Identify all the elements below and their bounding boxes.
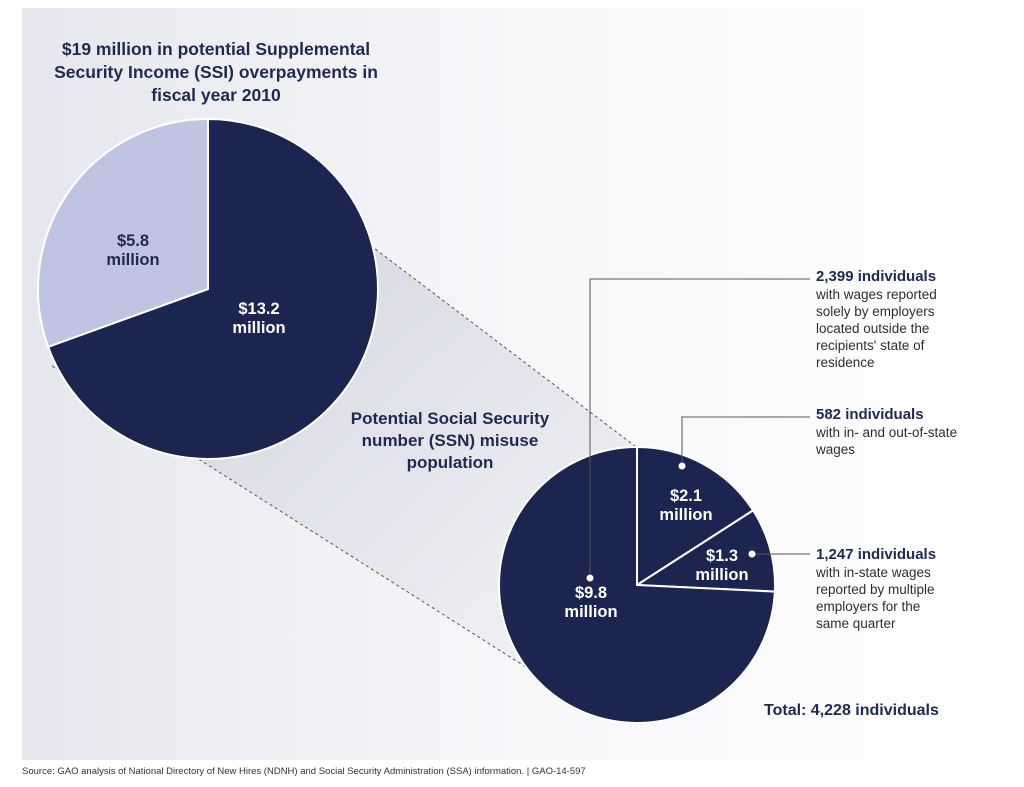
slice-label-1-3: $1.3 million xyxy=(677,547,767,585)
annotation-1247: 1,247 individuals with in-state wages re… xyxy=(816,546,996,632)
pie-ssn-misuse xyxy=(498,445,776,724)
slice-label-unit: million xyxy=(106,251,160,269)
slice-label-2-1: $2.1 million xyxy=(641,487,731,525)
leader-dot-582 xyxy=(678,462,686,470)
annotation-line: reported by multiple xyxy=(816,582,935,597)
annotation-head: 2,399 individuals xyxy=(816,268,937,285)
slice-label-value: $5.8 xyxy=(116,232,150,250)
annotation-line: wages xyxy=(816,442,856,457)
annotation-line: with in-state wages xyxy=(816,565,931,580)
annotation-582: 582 individuals with in- and out-of-stat… xyxy=(816,406,996,458)
annotation-line: recipients' state of xyxy=(816,338,925,353)
slice-label-5-8: $5.8 million xyxy=(88,232,178,270)
slice-label-unit: million xyxy=(659,506,713,524)
slice-label-unit: million xyxy=(564,603,618,621)
chart-title: $19 million in potential Supplemental Se… xyxy=(54,39,378,105)
pie-slice-1-3 xyxy=(633,509,776,593)
slice-label-13-2: $13.2 million xyxy=(214,300,304,338)
slice-label-value: $2.1 xyxy=(669,487,703,505)
slice-label-unit: million xyxy=(232,319,286,337)
leader-dot-2399 xyxy=(586,574,594,582)
annotation-line: employers for the xyxy=(816,599,921,614)
slice-label-value: $13.2 xyxy=(238,300,280,318)
chart-subtitle: Potential Social Security number (SSN) m… xyxy=(350,409,550,472)
source-note: Source: GAO analysis of National Directo… xyxy=(22,766,586,777)
pie-slice-2-1 xyxy=(636,445,755,587)
annotation-line: with wages reported xyxy=(816,287,937,302)
annotation-line: with in- and out-of-state xyxy=(816,425,958,440)
leader-dot-1247 xyxy=(748,550,756,558)
pie-ssi-overpayments xyxy=(37,117,379,460)
leader-line-2399 xyxy=(589,278,810,578)
slice-label-unit: million xyxy=(695,566,749,584)
slice-label-9-8: $9.8 million xyxy=(546,584,636,622)
annotation-leader-lines xyxy=(586,278,810,582)
connector-line-bottom xyxy=(51,365,563,691)
annotation-line: residence xyxy=(816,355,875,370)
annotation-line: located outside the xyxy=(816,321,930,336)
slice-label-value: $1.3 xyxy=(705,547,739,565)
slice-label-value: $9.8 xyxy=(574,584,608,602)
annotation-2399: 2,399 individuals with wages reported so… xyxy=(816,268,996,371)
annotation-line: same quarter xyxy=(816,616,896,631)
leader-line-582 xyxy=(681,416,810,466)
total-individuals: Total: 4,228 individuals xyxy=(764,702,939,719)
annotation-head: 1,247 individuals xyxy=(816,546,937,563)
pie-slice-13-2 xyxy=(46,117,379,460)
annotation-head: 582 individuals xyxy=(816,406,924,423)
pie-slice-9-8 xyxy=(498,445,776,724)
pie-slice-5-8 xyxy=(37,117,209,349)
annotation-line: solely by employers xyxy=(816,304,935,319)
